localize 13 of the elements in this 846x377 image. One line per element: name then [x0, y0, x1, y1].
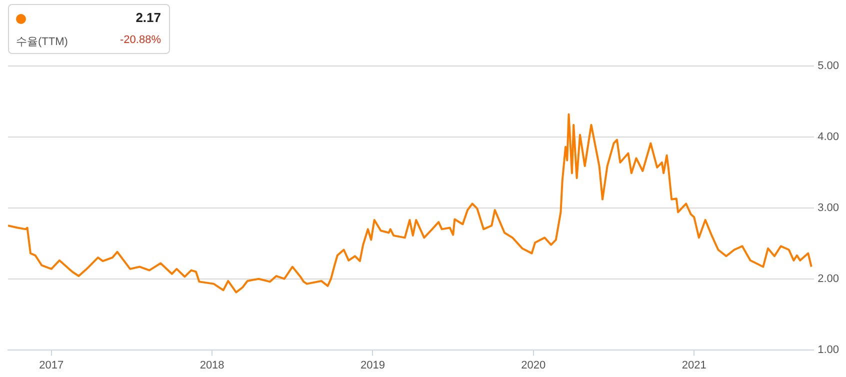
- y-tick-label: 5.00: [818, 60, 840, 72]
- text: 2.17: [136, 10, 161, 25]
- x-tick-label: 2018: [200, 359, 224, 372]
- y-tick-label: 2.00: [818, 272, 840, 285]
- x-tick-label: 2017: [39, 359, 64, 372]
- x-tick-label: 2020: [521, 359, 546, 372]
- y-tick-label: 4.00: [818, 130, 840, 143]
- text: -20.88%: [120, 34, 161, 46]
- y-tick-label: 3.00: [818, 202, 840, 214]
- text: 수율(TTM): [16, 35, 68, 49]
- x-tick-label: 2019: [360, 359, 385, 372]
- y-tick-label: 1.00: [818, 344, 840, 356]
- x-tick-label: 2021: [682, 359, 706, 372]
